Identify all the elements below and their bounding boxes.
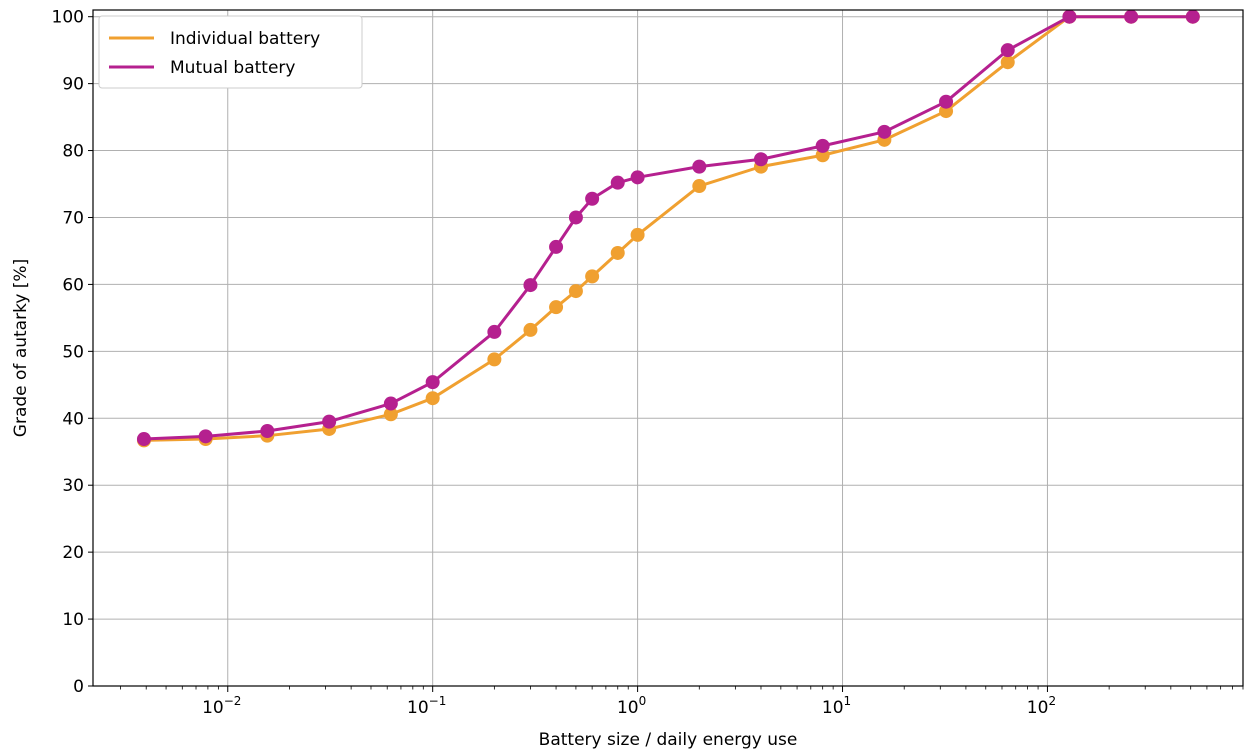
y-tick-label: 80 (62, 142, 84, 162)
x-tick-label: 101 (822, 694, 851, 718)
y-tick-label: 30 (62, 476, 84, 496)
data-point (1000, 43, 1015, 58)
data-point (549, 300, 564, 315)
y-tick-label: 60 (62, 275, 84, 295)
y-tick-label: 0 (73, 677, 84, 697)
data-point (260, 423, 275, 438)
y-tick-label: 10 (62, 610, 84, 630)
x-tick-base: 10 (617, 698, 639, 718)
x-tick-exponent: 0 (639, 694, 647, 708)
legend-label-individual: Individual battery (170, 29, 320, 49)
data-point (753, 152, 768, 167)
legend-box (98, 15, 363, 89)
x-tick-label: 10−1 (407, 694, 446, 718)
data-point (1185, 9, 1200, 24)
data-point (585, 269, 600, 284)
y-tick-label: 70 (62, 208, 84, 228)
data-point (568, 284, 583, 299)
data-point (549, 239, 564, 254)
plot-frame (92, 9, 1244, 687)
y-axis-label: Grade of autarky [%] (11, 259, 31, 437)
legend-label-mutual: Mutual battery (170, 58, 295, 78)
x-tick-base: 10 (822, 698, 844, 718)
data-point (425, 375, 440, 390)
data-point (1062, 9, 1077, 24)
ticks (88, 16, 1244, 692)
data-point (610, 245, 625, 260)
data-point (692, 179, 707, 194)
data-point (523, 322, 538, 337)
data-point (877, 124, 892, 139)
data-point (630, 170, 645, 185)
series-line (143, 15, 1193, 442)
data-point (523, 278, 538, 293)
legend: Individual battery Mutual battery (98, 15, 363, 89)
data-point (383, 396, 398, 411)
y-tick-label: 50 (62, 342, 84, 362)
data-point (487, 324, 502, 339)
series-layer (136, 9, 1200, 448)
x-tick-label: 102 (1027, 694, 1056, 718)
y-tick-label: 90 (62, 75, 84, 95)
data-point (425, 391, 440, 406)
x-tick-exponent: −1 (429, 694, 447, 708)
data-point (1000, 55, 1015, 70)
y-tick-label: 100 (52, 8, 84, 28)
grid (93, 10, 1243, 687)
data-point (322, 414, 337, 429)
x-tick-base: 10 (202, 698, 224, 718)
x-tick-exponent: −2 (224, 694, 242, 708)
x-axis-label: Battery size / daily energy use (539, 730, 798, 750)
data-point (585, 191, 600, 206)
data-point (630, 227, 645, 242)
data-point (383, 407, 398, 422)
x-tick-exponent: 2 (1048, 694, 1056, 708)
data-point (568, 210, 583, 225)
x-tick-label: 10−2 (202, 694, 241, 718)
y-tick-label: 40 (62, 409, 84, 429)
data-point (610, 175, 625, 190)
x-tick-base: 10 (407, 698, 429, 718)
series-line (143, 15, 1193, 441)
x-tick-base: 10 (1027, 698, 1049, 718)
data-point (939, 94, 954, 109)
series-mutual (136, 9, 1200, 447)
y-tick-label: 20 (62, 543, 84, 563)
data-point (692, 159, 707, 174)
x-tick-label: 100 (617, 694, 646, 718)
data-point (136, 432, 151, 447)
data-point (815, 138, 830, 153)
data-point (1124, 9, 1139, 24)
data-point (198, 429, 213, 444)
x-tick-exponent: 1 (844, 694, 852, 708)
data-point (487, 352, 502, 367)
